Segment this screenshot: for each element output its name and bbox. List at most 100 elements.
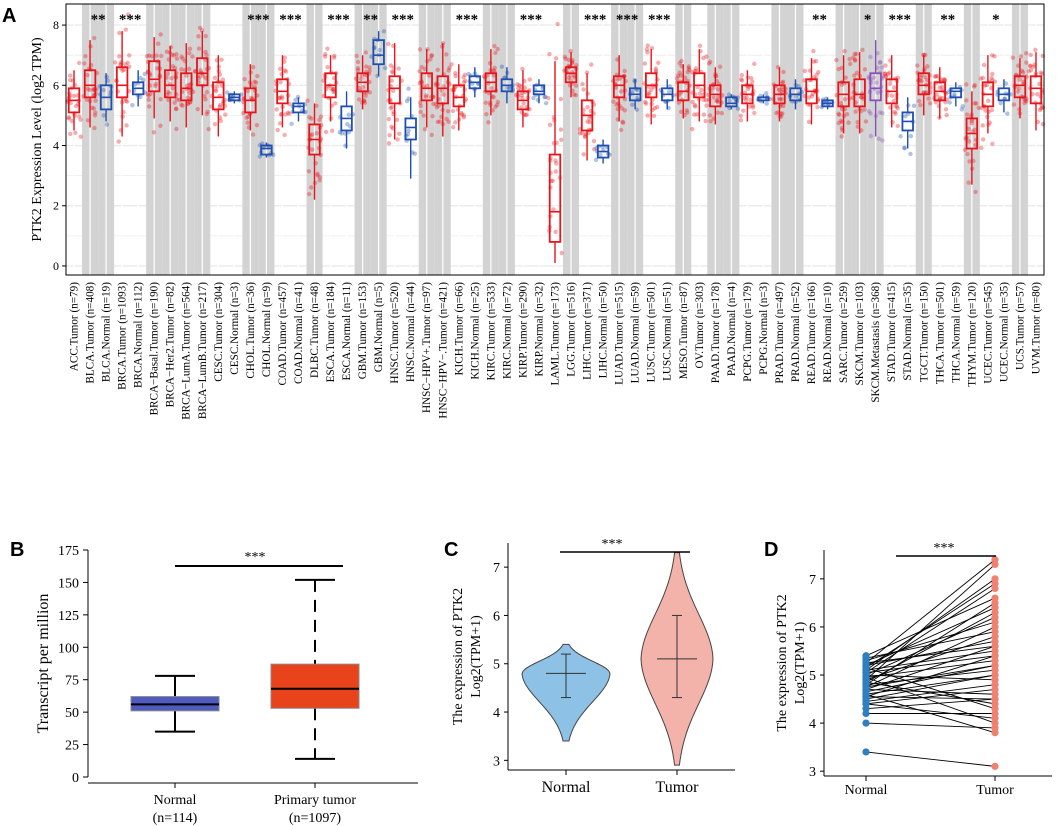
jitter-point <box>179 67 184 72</box>
jitter-point <box>883 73 889 79</box>
jitter-point <box>429 132 435 138</box>
box-tumor <box>147 60 161 93</box>
jitter-point <box>187 46 193 52</box>
normal-point <box>862 683 870 691</box>
y-tick-label-a: 6 <box>53 78 59 92</box>
jitter-point <box>283 112 288 117</box>
x-tick-label: LIHC.Normal (n=50) <box>598 282 610 379</box>
x-tick-label: PRAD.Tumor (n=497) <box>774 282 786 384</box>
jitter-point <box>921 90 927 95</box>
jitter-point <box>649 46 655 51</box>
x-tick-label: BLCA.Normal (n=19) <box>101 282 113 382</box>
jitter-point <box>355 68 361 73</box>
jitter-point <box>990 141 995 146</box>
jitter-point <box>387 133 392 138</box>
jitter-point <box>919 78 925 84</box>
jitter-point <box>421 113 426 118</box>
jitter-point <box>715 110 720 115</box>
jitter-point <box>959 107 965 112</box>
jitter-point <box>406 86 411 91</box>
box-tumor <box>388 75 401 105</box>
jitter-point <box>250 64 256 70</box>
jitter-point <box>692 102 698 108</box>
jitter-point <box>697 43 703 49</box>
jitter-point <box>582 134 588 140</box>
jitter-point <box>563 56 568 61</box>
jitter-point <box>330 86 336 92</box>
jitter-point <box>282 132 287 138</box>
jitter-point <box>92 125 97 131</box>
jitter-point <box>217 103 223 108</box>
jitter-point <box>315 173 320 178</box>
jitter-point <box>876 136 882 141</box>
jitter-point <box>748 97 753 103</box>
jitter-point <box>417 100 423 105</box>
jitter-point <box>708 119 713 124</box>
jitter-point <box>283 69 289 74</box>
jitter-point <box>66 116 71 121</box>
jitter-point <box>187 90 192 95</box>
y-axis-label-d2: Log2(TPM+1) <box>793 621 808 704</box>
x-tick-label: CHOL.Tumor (n=36) <box>245 282 257 379</box>
pair-line <box>865 688 996 705</box>
x-tick-label: UVM.Tumor (n=80) <box>1030 282 1042 375</box>
x-tick-label-d: Tumor <box>976 783 1014 798</box>
jitter-point <box>428 57 433 62</box>
jitter-point <box>880 138 885 143</box>
jitter-point <box>362 100 368 105</box>
jitter-point <box>774 110 779 116</box>
jitter-point <box>743 98 749 103</box>
jitter-point <box>793 94 799 99</box>
x-tick-label: CESC.Tumor (n=304) <box>213 282 225 382</box>
jitter-point <box>92 35 97 41</box>
jitter-point <box>417 47 423 52</box>
jitter-point <box>424 83 430 89</box>
jitter-point <box>77 60 82 66</box>
jitter-point <box>158 32 163 37</box>
jitter-point <box>842 48 847 54</box>
jitter-point <box>84 97 90 102</box>
jitter-point <box>332 53 337 59</box>
jitter-point <box>314 131 320 136</box>
jitter-point <box>941 77 946 82</box>
jitter-point <box>780 79 786 84</box>
jitter-point <box>553 158 558 163</box>
jitter-point <box>921 52 927 58</box>
jitter-point <box>196 46 202 51</box>
jitter-point <box>203 33 208 39</box>
jitter-point <box>838 118 844 123</box>
jitter-point <box>922 74 927 80</box>
jitter-point <box>317 117 322 123</box>
jitter-point <box>585 119 590 124</box>
jitter-point <box>198 68 203 73</box>
jitter-point <box>173 106 179 112</box>
jitter-point <box>918 102 923 108</box>
jitter-point <box>815 104 820 110</box>
significance-marker: *** <box>616 12 639 28</box>
jitter-point <box>893 111 898 116</box>
jitter-point <box>898 134 903 139</box>
jitter-point <box>418 109 423 115</box>
jitter-point <box>703 97 709 103</box>
panel-c-violin-plot: 3 4 5 6 7 The expression of PTK2 Log2(TPM+1) No… <box>451 537 735 796</box>
jitter-point <box>598 152 603 157</box>
jitter-point <box>154 53 159 58</box>
jitter-point <box>124 123 129 128</box>
jitter-point <box>315 171 320 176</box>
jitter-point <box>587 119 592 125</box>
jitter-point <box>620 119 625 125</box>
jitter-point <box>888 81 893 87</box>
x-tick-label: HNSC.Tumor (n=520) <box>389 282 401 384</box>
jitter-point <box>87 87 92 93</box>
jitter-point <box>695 112 700 117</box>
jitter-point <box>893 103 898 109</box>
jitter-point <box>908 151 913 157</box>
jitter-point <box>125 60 130 66</box>
pair-line <box>865 677 996 724</box>
jitter-point <box>972 127 977 133</box>
jitter-point <box>356 97 362 102</box>
jitter-point <box>165 71 171 76</box>
jitter-point <box>883 63 888 68</box>
x-tick-label: BRCA−LumB.Tumor (n=217) <box>197 282 209 419</box>
